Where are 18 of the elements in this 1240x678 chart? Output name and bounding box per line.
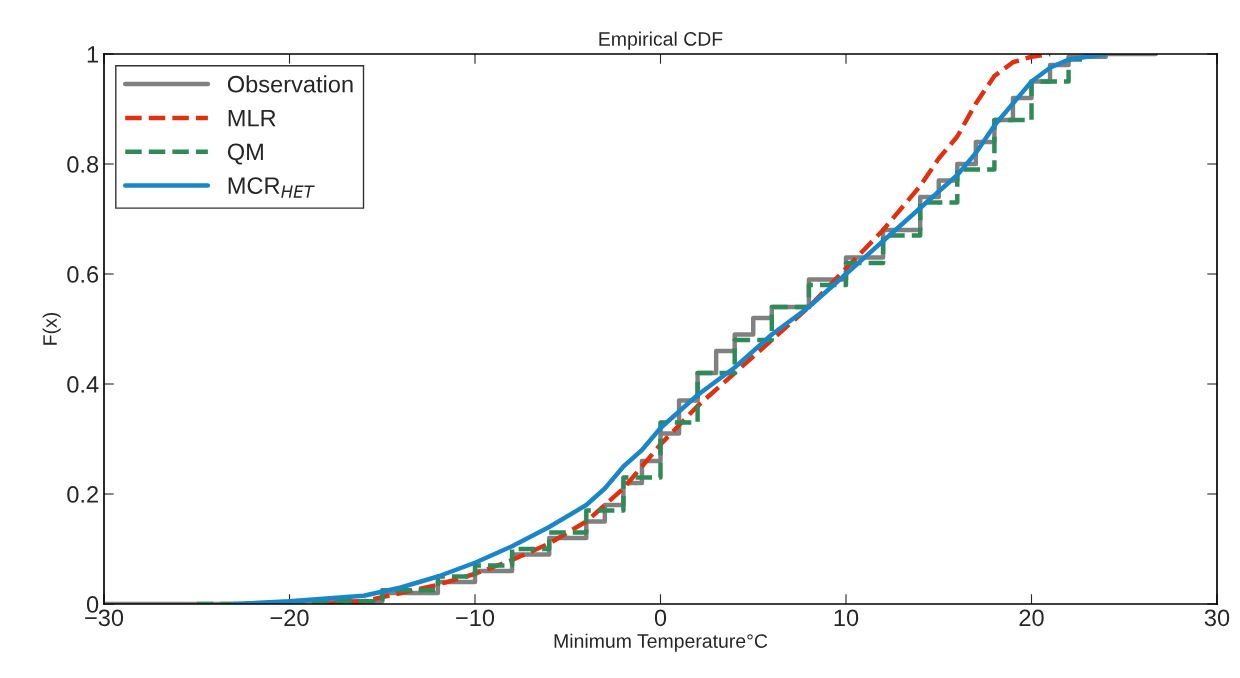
legend-label: QM — [227, 143, 263, 165]
legend-label: MLR — [228, 109, 276, 127]
x-tick-label: −10 — [456, 609, 495, 627]
x-tick-label: 30 — [1204, 609, 1230, 627]
x-tick-label: 20 — [1019, 609, 1044, 627]
y-tick-label: 0.8 — [67, 156, 99, 173]
y-tick-label: 1 — [87, 46, 98, 63]
y-tick-label: 0.4 — [67, 376, 99, 393]
legend-label: Observation — [227, 75, 353, 93]
x-axis-title: Minimum Temperature°C — [554, 633, 768, 652]
x-tick-label: −20 — [270, 609, 309, 627]
legend-label: MCR$_{HET}$ — [228, 177, 315, 198]
y-tick-label: 0.6 — [67, 266, 99, 283]
x-tick-label: 10 — [834, 609, 859, 627]
y-tick-label: 0.2 — [67, 486, 98, 503]
y-axis-title: F(x) — [42, 312, 61, 345]
chart-title: Empirical CDF — [599, 31, 723, 50]
x-tick-label: 0 — [654, 609, 667, 627]
